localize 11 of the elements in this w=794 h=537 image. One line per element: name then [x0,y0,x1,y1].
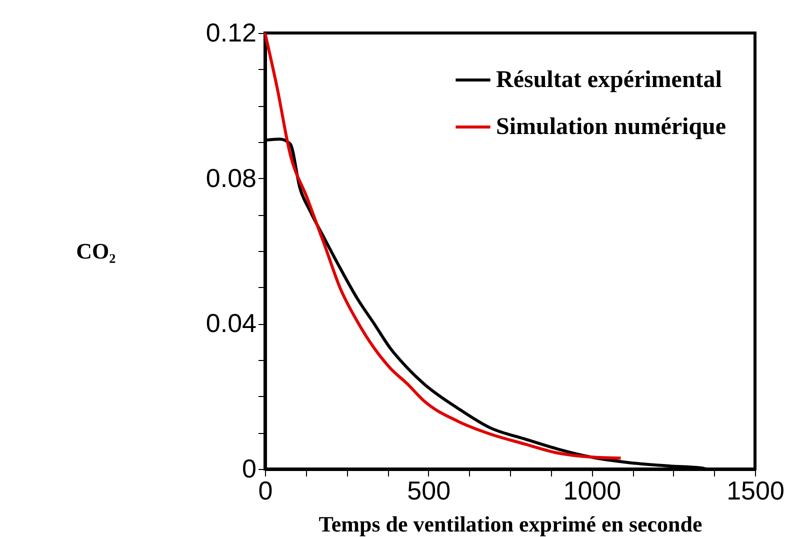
y-tick-label: 0 [242,454,256,484]
x-tick-label: 1500 [726,476,784,506]
y-axis-title: CO₂ [76,238,116,264]
legend-label: Simulation numérique [496,114,726,140]
y-tick-label: 0.04 [206,308,256,338]
x-tick-label: 500 [407,476,451,506]
legend-label: Résultat expérimental [496,67,722,93]
y-tick-label: 0.12 [206,18,256,48]
x-tick-label: 1000 [563,476,622,506]
y-tick-label: 0.08 [206,162,256,193]
x-axis-title: Temps de ventilation exprimé en seconde [318,512,703,536]
